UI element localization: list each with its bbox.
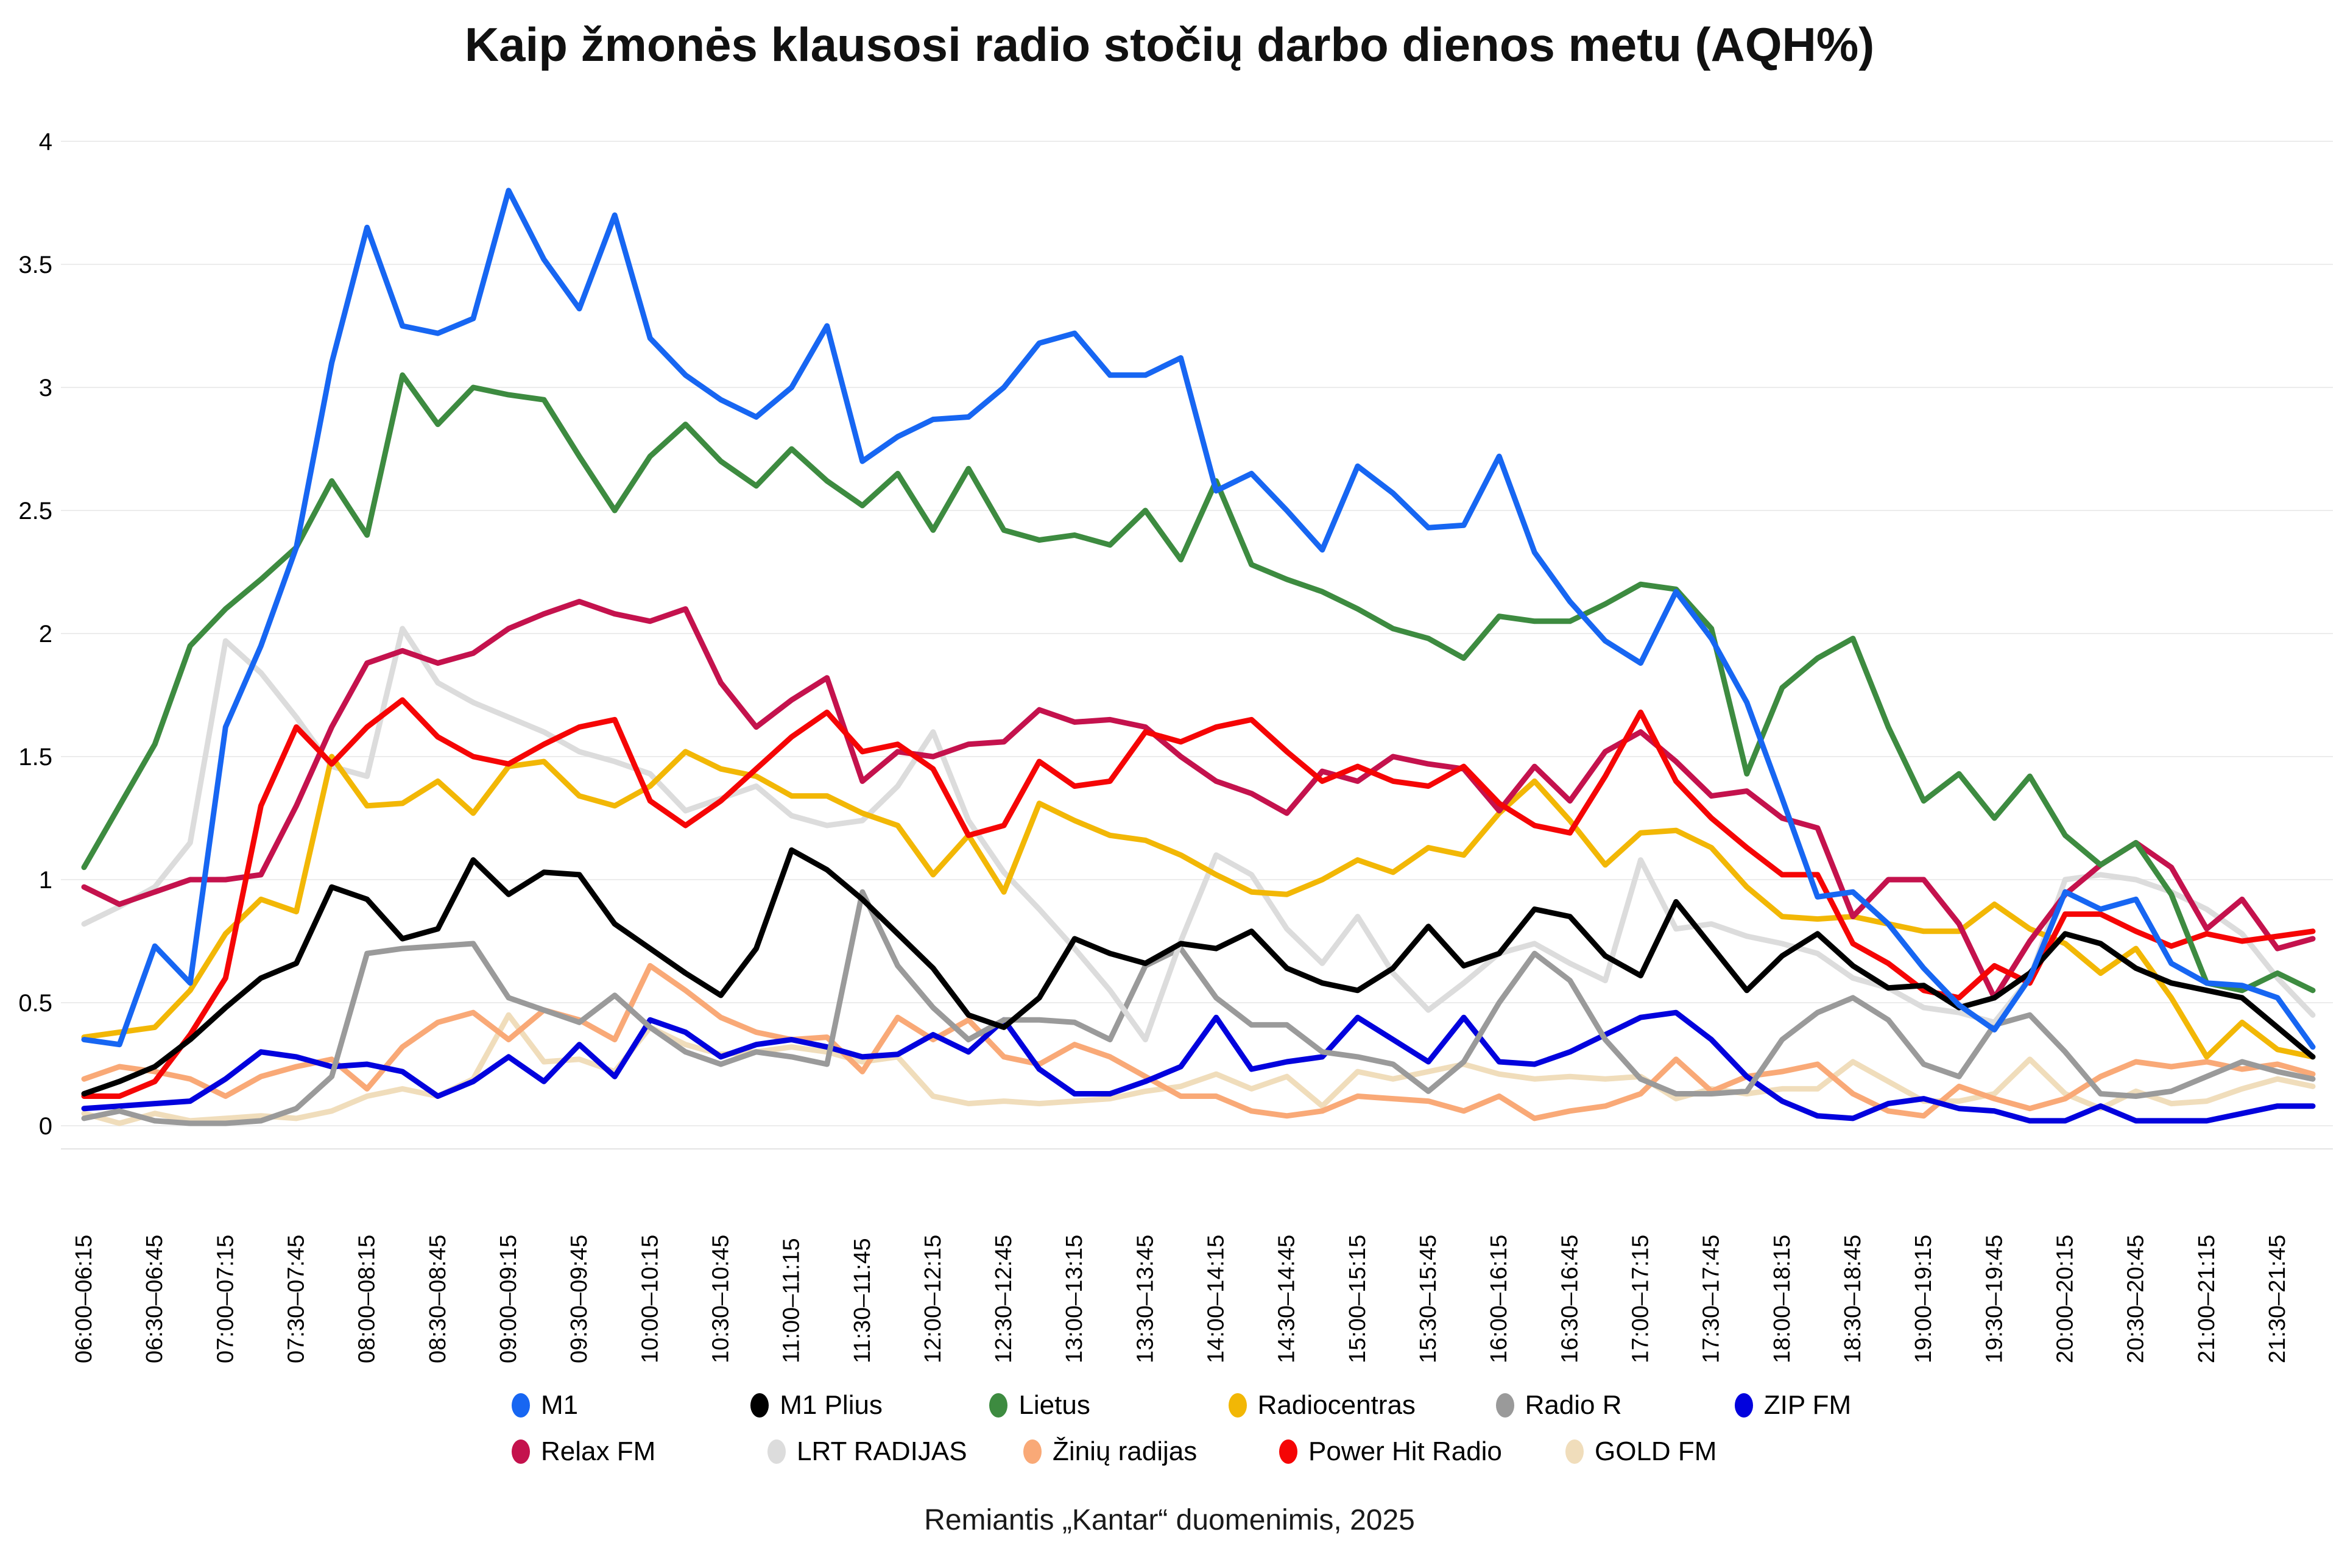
legend-dot-icon [750,1393,769,1418]
y-axis-tick-label: 4 [39,129,52,155]
legend-dot-icon [1023,1439,1042,1464]
legend-item-label: M1 [541,1390,579,1420]
series-line-ZIP FM [81,1009,2316,1124]
legend-item-label: Lietus [1018,1390,1090,1420]
x-axis-tick-label: 15:30–15:45 [1416,1235,1441,1363]
x-axis-tick-label: 12:30–12:45 [991,1235,1017,1363]
legend-item-Relax FM[interactable]: Relax FM [512,1436,767,1467]
legend-row: Relax FM LRT RADIJAS Žinių radijas Power Hi… [512,1436,1974,1467]
x-axis-tick-label: 19:30–19:45 [1981,1235,2007,1363]
chart-title: Kaip žmonės klausosi radio stočių darbo … [464,18,1875,71]
x-axis-tick-label: 07:00–07:15 [213,1235,238,1363]
series-line-M1 [81,188,2316,1050]
x-axis-tick-label: 14:00–14:15 [1204,1235,1229,1363]
series-line-GOLD FM [81,1012,2316,1126]
legend-item-label: Radio R [1525,1390,1622,1420]
y-axis-tick-label: 2.5 [18,498,52,524]
y-axis-tick-label: 2 [39,621,52,648]
legend-item-ZIP FM[interactable]: ZIP FM [1734,1390,1974,1421]
series-line-LRT RADIJAS [81,626,2316,1043]
series-line-Relax FM [81,599,2316,1001]
y-axis-tick-label: 1.5 [18,744,52,771]
x-axis-tick-label: 06:30–06:45 [142,1235,168,1363]
legend-item-Žinių radijas[interactable]: Žinių radijas [1023,1436,1279,1467]
x-axis-tick-label: 09:00–09:15 [496,1235,521,1363]
chart-legend: M1 M1 Plius Lietus Radiocentras Radio R ZIP F… [512,1390,1974,1467]
x-axis-tick-label: 17:30–17:45 [1699,1235,1724,1363]
legend-item-GOLD FM[interactable]: GOLD FM [1565,1436,1821,1467]
series-line-M1 Plius [81,847,2316,1097]
legend-item-M1 Plius[interactable]: M1 Plius [750,1390,989,1421]
legend-dot-icon [767,1439,786,1464]
x-axis-tick-label: 18:00–18:15 [1769,1235,1795,1363]
x-axis-tick-label: 21:30–21:45 [2265,1235,2290,1363]
legend-item-label: Radiocentras [1257,1390,1416,1420]
legend-item-label: Relax FM [541,1436,656,1466]
x-axis-tick-label: 14:30–14:45 [1274,1235,1300,1363]
legend-item-label: GOLD FM [1595,1436,1717,1466]
x-axis-tick-label: 10:00–10:15 [637,1235,663,1363]
y-axis-tick-label: 1 [39,867,52,894]
legend-item-label: M1 Plius [780,1390,883,1420]
legend-item-Radiocentras[interactable]: Radiocentras [1228,1390,1496,1421]
y-axis-tick-label: 3.5 [18,252,52,278]
legend-item-Radio R[interactable]: Radio R [1495,1390,1735,1421]
legend-dot-icon [1565,1439,1584,1464]
legend-item-LRT RADIJAS[interactable]: LRT RADIJAS [767,1436,1023,1467]
legend-dot-icon [1734,1393,1753,1418]
x-axis-tick-label: 09:30–09:45 [566,1235,592,1363]
x-axis-tick-label: 10:30–10:45 [708,1235,733,1363]
legend-dot-icon [1228,1393,1247,1418]
legend-dot-icon [989,1393,1008,1418]
y-axis-tick-label: 0 [39,1113,52,1140]
x-axis-tick-label: 16:00–16:15 [1486,1235,1512,1363]
x-axis-tick-label: 08:00–08:15 [355,1235,380,1363]
x-axis-tick-label: 21:00–21:15 [2194,1235,2220,1363]
x-axis-tick-label: 06:00–06:15 [71,1235,97,1363]
legend-item-label: LRT RADIJAS [797,1436,967,1466]
legend-item-M1[interactable]: M1 [512,1390,750,1421]
x-axis-tick-label: 13:30–13:45 [1132,1235,1158,1363]
chart-source-note: Remiantis „Kantar“ duomenimis, 2025 [924,1504,1415,1536]
legend-dot-icon [512,1393,530,1418]
x-axis-tick-label: 11:30–11:45 [850,1238,875,1363]
x-axis-tick-label: 13:00–13:15 [1062,1235,1087,1363]
x-axis-tick-label: 15:00–15:15 [1345,1235,1371,1363]
legend-dot-icon [1279,1439,1297,1464]
x-axis-tick-label: 20:30–20:45 [2123,1235,2149,1363]
series-line-Radiocentras [81,749,2316,1060]
y-axis-tick-label: 0.5 [18,990,52,1017]
y-axis-tick-label: 3 [39,375,52,401]
x-axis-tick-label: 17:00–17:15 [1628,1235,1654,1363]
series-line-Lietus [81,372,2316,994]
x-axis-tick-label: 19:00–19:15 [1911,1235,1936,1363]
x-axis-tick-label: 18:30–18:45 [1840,1235,1866,1363]
legend-dot-icon [512,1439,530,1464]
legend-item-label: ZIP FM [1763,1390,1852,1420]
legend-row: M1 M1 Plius Lietus Radiocentras Radio R ZIP F… [512,1390,1974,1421]
x-axis-tick-label: 07:30–07:45 [283,1235,309,1363]
legend-dot-icon [1495,1393,1514,1418]
x-axis-tick-label: 20:00–20:15 [2052,1235,2078,1363]
x-axis-tick-label: 11:00–11:15 [779,1238,805,1363]
x-axis-tick-label: 12:00–12:15 [920,1235,946,1363]
legend-item-Power Hit Radio[interactable]: Power Hit Radio [1279,1436,1565,1467]
x-axis-tick-label: 16:30–16:45 [1557,1235,1582,1363]
legend-item-Lietus[interactable]: Lietus [989,1390,1228,1421]
legend-item-label: Power Hit Radio [1308,1436,1502,1466]
series-line-Radio R [81,889,2316,1126]
legend-item-label: Žinių radijas [1053,1436,1198,1466]
x-axis-tick-label: 08:30–08:45 [425,1235,451,1363]
